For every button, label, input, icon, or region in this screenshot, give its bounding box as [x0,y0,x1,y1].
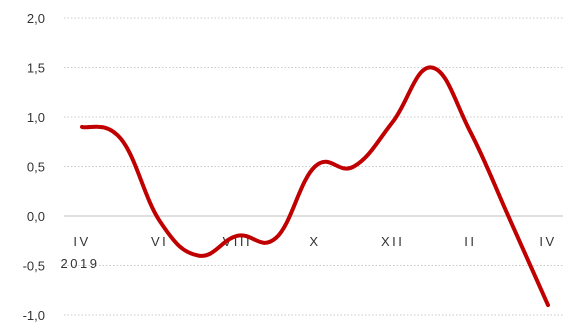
y-tick-label: -1,0 [23,308,45,323]
y-tick-label: 2,0 [27,11,45,26]
y-tick-label: 0,5 [27,160,45,175]
x-tick-label: VI [151,234,168,249]
y-axis-ticks: -1,0 -0,5 0,0 0,5 1,0 1,5 2,0 [23,11,45,323]
y-tick-label: 1,0 [27,110,45,125]
y-tick-label: -0,5 [23,259,45,274]
x-axis-ticks: IV VI VIII X XII II IV [73,234,556,249]
x-tick-label: II [464,234,476,249]
x-tick-label: IV [73,234,90,249]
x-axis-year-label: 2019 [61,256,100,271]
series [80,65,550,308]
y-tick-label: 0,0 [27,209,45,224]
y-tick-label: 1,5 [27,61,45,76]
x-tick-label: XII [381,234,404,249]
x-tick-label: IV [539,234,556,249]
series-line [80,65,550,308]
x-tick-label: X [309,234,320,249]
